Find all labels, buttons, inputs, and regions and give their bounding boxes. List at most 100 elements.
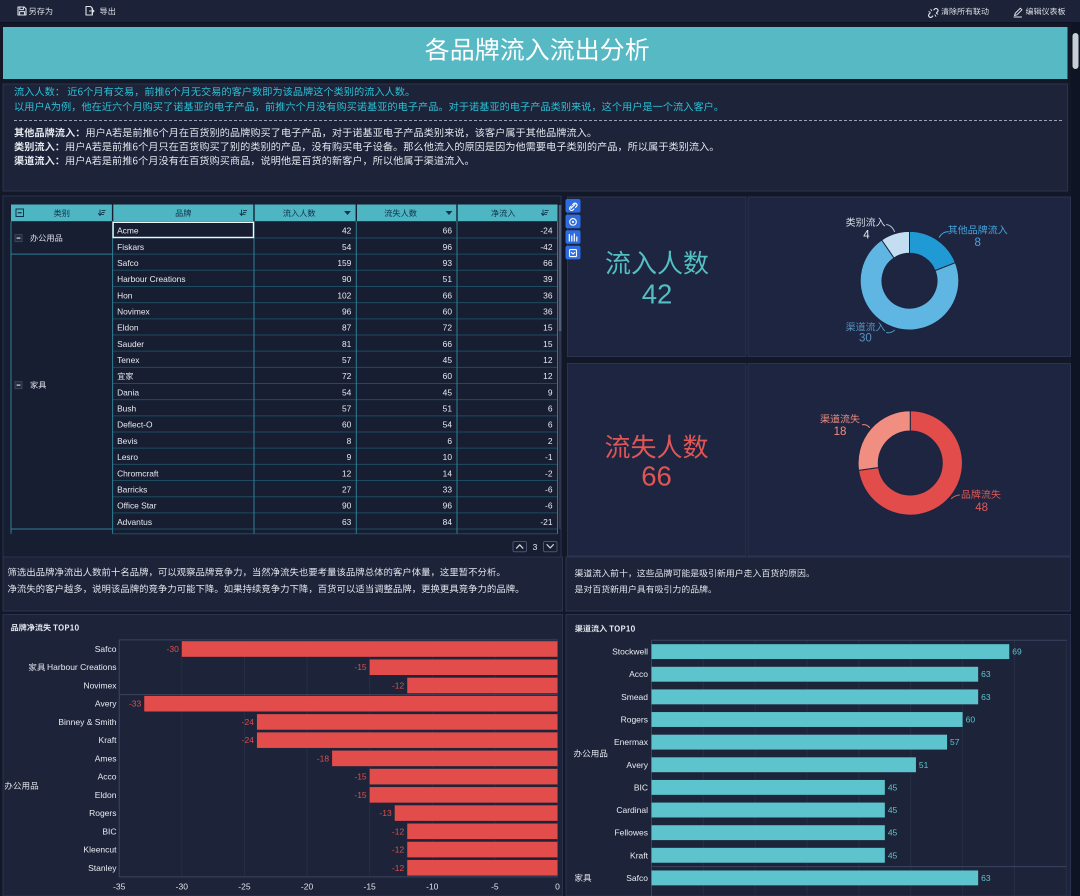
svg-text:Bush: Bush (117, 404, 136, 414)
svg-text:60: 60 (443, 371, 453, 381)
svg-text:Smead: Smead (621, 692, 648, 702)
svg-text:96: 96 (443, 501, 453, 511)
svg-text:-21: -21 (540, 517, 552, 527)
svg-text:-13: -13 (379, 808, 392, 818)
svg-text:81: 81 (342, 339, 352, 349)
svg-text:BIC: BIC (102, 826, 116, 836)
svg-text:18: 18 (834, 426, 847, 438)
svg-text:60: 60 (966, 715, 976, 725)
svg-text:8: 8 (347, 436, 352, 446)
svg-text:39: 39 (543, 274, 553, 284)
svg-text:9: 9 (347, 452, 352, 462)
svg-text:-10: -10 (426, 881, 439, 891)
svg-text:15: 15 (543, 323, 553, 333)
svg-text:30: 30 (859, 333, 872, 345)
svg-text:-5: -5 (491, 881, 499, 891)
svg-text:-15: -15 (354, 662, 367, 672)
svg-text:-15: -15 (354, 790, 367, 800)
svg-text:Stanley: Stanley (88, 863, 117, 873)
svg-text:66: 66 (443, 339, 453, 349)
svg-text:2: 2 (548, 436, 553, 446)
svg-text:57: 57 (342, 404, 352, 414)
svg-text:Rogers: Rogers (89, 808, 116, 818)
svg-text:72: 72 (443, 323, 453, 333)
svg-text:57: 57 (342, 355, 352, 365)
svg-text:Enermax: Enermax (614, 737, 649, 747)
svg-text:-42: -42 (540, 242, 552, 252)
svg-text:Lesro: Lesro (117, 452, 138, 462)
svg-text:Kraft: Kraft (99, 735, 118, 745)
svg-text:Eldon: Eldon (95, 790, 117, 800)
svg-text:Bevis: Bevis (117, 436, 137, 446)
svg-text:0: 0 (555, 881, 560, 891)
svg-text:12: 12 (543, 371, 553, 381)
svg-text:-15: -15 (364, 881, 377, 891)
svg-text:-1: -1 (545, 452, 553, 462)
svg-text:45: 45 (443, 355, 453, 365)
svg-text:60: 60 (443, 307, 453, 317)
svg-text:-20: -20 (301, 881, 314, 891)
svg-text:-18: -18 (317, 753, 330, 763)
svg-text:-25: -25 (238, 881, 251, 891)
svg-text:3: 3 (533, 542, 538, 552)
svg-text:45: 45 (888, 782, 898, 792)
svg-text:12: 12 (342, 468, 352, 478)
svg-text:54: 54 (443, 420, 453, 430)
svg-text:Tenex: Tenex (117, 355, 140, 365)
svg-text:BIC: BIC (634, 782, 648, 792)
svg-text:Fiskars: Fiskars (117, 242, 144, 252)
svg-text:45: 45 (888, 850, 898, 860)
svg-text:Safco: Safco (626, 873, 648, 883)
svg-text:Hon: Hon (117, 290, 133, 300)
svg-text:-24: -24 (242, 717, 255, 727)
svg-text:102: 102 (337, 290, 351, 300)
svg-text:36: 36 (543, 307, 553, 317)
svg-text:Safco: Safco (117, 258, 139, 268)
svg-text:-6: -6 (545, 484, 553, 494)
svg-text:54: 54 (342, 242, 352, 252)
svg-text:63: 63 (981, 873, 991, 883)
svg-text:Sauder: Sauder (117, 339, 144, 349)
svg-text:51: 51 (443, 274, 453, 284)
svg-text:63: 63 (981, 669, 991, 679)
svg-text:Office Star: Office Star (117, 501, 157, 511)
svg-text:8: 8 (974, 237, 980, 249)
svg-text:Dania: Dania (117, 387, 139, 397)
svg-text:Harbour Creations: Harbour Creations (47, 662, 116, 672)
svg-text:159: 159 (337, 258, 351, 268)
svg-text:Novimex: Novimex (83, 680, 117, 690)
svg-text:Kraft: Kraft (630, 850, 649, 860)
svg-text:66: 66 (543, 258, 553, 268)
svg-text:87: 87 (342, 323, 352, 333)
svg-text:-30: -30 (176, 881, 189, 891)
svg-text:15: 15 (543, 339, 553, 349)
svg-text:42: 42 (642, 279, 673, 310)
svg-text:6: 6 (548, 420, 553, 430)
svg-text:63: 63 (342, 517, 352, 527)
svg-text:45: 45 (888, 805, 898, 815)
svg-text:90: 90 (342, 274, 352, 284)
svg-text:-30: -30 (167, 644, 180, 654)
svg-text:12: 12 (543, 355, 553, 365)
svg-text:10: 10 (443, 452, 453, 462)
svg-text:45: 45 (443, 387, 453, 397)
svg-text:4: 4 (863, 230, 870, 242)
svg-text:14: 14 (443, 468, 453, 478)
svg-text:42: 42 (342, 226, 352, 236)
svg-text:36: 36 (543, 290, 553, 300)
svg-text:Stockwell: Stockwell (612, 647, 648, 657)
svg-text:-33: -33 (129, 699, 142, 709)
svg-text:48: 48 (975, 502, 988, 514)
svg-text:51: 51 (443, 404, 453, 414)
svg-text:69: 69 (1012, 647, 1022, 657)
svg-text:51: 51 (919, 760, 929, 770)
svg-text:-24: -24 (242, 735, 255, 745)
svg-text:Barricks: Barricks (117, 484, 147, 494)
svg-text:-12: -12 (392, 863, 405, 873)
svg-text:Kleencut: Kleencut (83, 845, 117, 855)
svg-text:Eldon: Eldon (117, 323, 139, 333)
svg-text:Chromcraft: Chromcraft (117, 468, 159, 478)
svg-text:6: 6 (548, 404, 553, 414)
svg-text:66: 66 (641, 461, 672, 492)
svg-text:27: 27 (342, 484, 352, 494)
